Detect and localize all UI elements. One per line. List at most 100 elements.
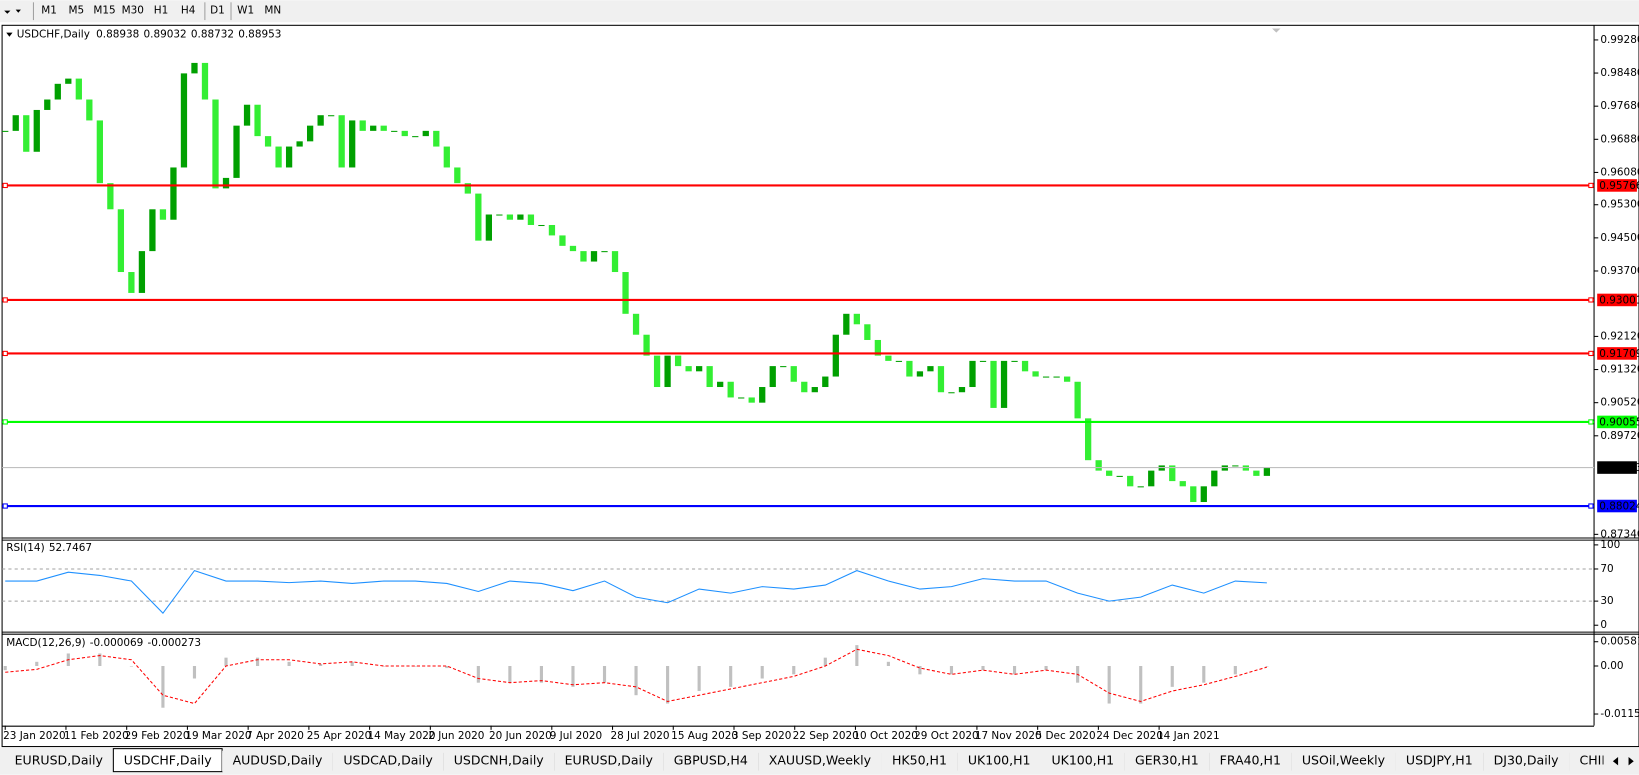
ohlc-value: 0.88732 — [191, 29, 234, 41]
current-price-box — [1597, 461, 1637, 474]
level-price-label: 0.93001 — [1599, 294, 1639, 306]
candle — [12, 115, 19, 131]
timeframe-button[interactable]: MN — [264, 5, 281, 17]
rsi-line — [5, 569, 1267, 614]
candle — [380, 125, 387, 131]
tab[interactable] — [758, 750, 882, 772]
dropdown-arrow[interactable] — [15, 9, 21, 13]
candle — [1232, 465, 1239, 467]
tab-label[interactable]: USDJPY,H1 — [1406, 753, 1473, 768]
tab[interactable] — [1209, 750, 1292, 772]
tab-label[interactable]: USDCHF,Daily — [124, 753, 212, 768]
candle — [275, 146, 282, 168]
macd-bar — [98, 653, 102, 666]
tab[interactable] — [663, 750, 759, 772]
tab-label[interactable]: USDCAD,Daily — [343, 753, 433, 768]
tab-label[interactable]: GER30,H1 — [1135, 753, 1199, 768]
candle — [969, 360, 976, 388]
tab[interactable] — [1291, 750, 1396, 772]
level-anchor[interactable] — [2, 297, 8, 303]
candle — [317, 115, 324, 126]
candle — [769, 366, 776, 388]
level-anchor[interactable] — [1588, 182, 1594, 189]
tab[interactable] — [443, 750, 555, 772]
candle — [401, 130, 408, 137]
level-price-box — [1597, 415, 1637, 429]
level-anchor[interactable] — [2, 182, 8, 189]
tab-label[interactable]: EURUSD,Daily — [15, 753, 104, 768]
candle — [853, 313, 860, 325]
tab-label[interactable]: AUDUSD,Daily — [233, 753, 323, 768]
candle — [107, 183, 114, 210]
candle — [717, 381, 724, 388]
macd-bar — [729, 665, 733, 687]
x-tick-label: 29 Feb 2020 — [125, 730, 190, 742]
tab[interactable] — [222, 750, 333, 772]
tab-label[interactable]: FRA40,H1 — [1220, 753, 1281, 768]
tab[interactable] — [1483, 750, 1570, 772]
level-anchor[interactable] — [2, 503, 8, 509]
tab[interactable] — [332, 750, 444, 772]
x-tick-label: 22 Sep 2020 — [793, 730, 859, 742]
tab[interactable] — [881, 750, 958, 772]
timeframe-button[interactable]: H4 — [181, 5, 196, 17]
candle — [1263, 467, 1271, 476]
macd-bar — [413, 665, 417, 667]
tab-label[interactable]: DJ30,Daily — [1494, 753, 1560, 768]
level-price-box — [1597, 347, 1637, 360]
tab-label[interactable]: UK100,H1 — [1051, 753, 1114, 768]
timeframe-button[interactable]: M30 — [122, 5, 144, 17]
level-price-label: 0.91709 — [1599, 348, 1639, 360]
candle — [65, 78, 72, 84]
tab-label[interactable]: GBPUSD,H4 — [674, 753, 748, 768]
macd-bar — [350, 661, 354, 666]
timeframe-button[interactable]: D1 — [210, 5, 225, 17]
level-price-box — [1597, 293, 1637, 307]
x-tick-label: 19 Mar 2020 — [185, 730, 251, 742]
y-tick-label: 70 — [1600, 563, 1613, 575]
candle — [727, 381, 734, 398]
tab-label[interactable]: XAUUSD,Weekly — [769, 753, 872, 768]
tab[interactable] — [554, 750, 664, 772]
tab[interactable] — [957, 750, 1041, 772]
tab-label[interactable]: USOil,Weekly — [1302, 753, 1386, 768]
level-anchor[interactable] — [2, 350, 8, 357]
dropdown-icon[interactable] — [4, 10, 11, 14]
tab-label[interactable]: HK50,H1 — [892, 753, 947, 768]
current-price-label: 0.88953 — [1599, 462, 1639, 474]
tab-label[interactable]: EURUSD,Daily — [565, 753, 654, 768]
candle — [538, 224, 545, 227]
level-anchor[interactable] — [1588, 503, 1594, 509]
level-anchor[interactable] — [1588, 297, 1594, 303]
timeframe-button[interactable]: H1 — [154, 5, 169, 17]
tab[interactable] — [1124, 750, 1210, 772]
tab-label[interactable]: USDCNH,Daily — [454, 753, 545, 768]
candle — [759, 387, 766, 403]
macd-bar — [255, 657, 260, 666]
level-anchor[interactable] — [1588, 350, 1594, 357]
level-anchor[interactable] — [1588, 419, 1594, 425]
y-tick-label: 30 — [1600, 595, 1613, 607]
candle — [201, 62, 209, 100]
tab[interactable] — [1040, 750, 1125, 772]
candle — [990, 360, 997, 408]
tab[interactable] — [4, 750, 114, 772]
macd-bar — [855, 645, 859, 666]
macd-bar — [1044, 665, 1048, 671]
candle — [674, 355, 682, 367]
candle — [2, 130, 9, 132]
timeframe-button[interactable]: M5 — [68, 5, 84, 17]
y-tick-label: 0.87340 — [1600, 528, 1639, 540]
tab[interactable] — [1395, 750, 1484, 772]
macd-bar — [1233, 665, 1237, 675]
timeframe-button[interactable]: W1 — [237, 5, 254, 17]
tab-label[interactable]: UK100,H1 — [968, 753, 1031, 768]
symbol-menu-icon[interactable] — [6, 32, 13, 37]
timeframe-button[interactable]: M15 — [93, 5, 115, 17]
level-anchor[interactable] — [2, 419, 8, 425]
timeframe-button[interactable]: M1 — [41, 5, 57, 17]
macd-bar — [1107, 665, 1111, 704]
candle — [422, 130, 429, 137]
